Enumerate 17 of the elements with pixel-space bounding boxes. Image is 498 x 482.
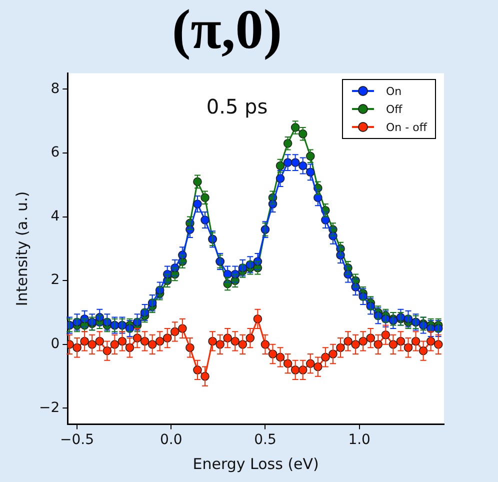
chart-title: (π,0) [172,0,282,62]
y-tick-label: −2 [38,400,60,416]
legend-label: On - off [386,120,427,134]
y-tick-label: 2 [50,272,60,288]
y-tick-label: 4 [50,208,60,224]
annotation: 0.5 ps [206,94,268,118]
x-tick-label: 1.0 [348,432,370,448]
x-tick-label: −0.5 [60,432,94,448]
x-axis-title: Energy Loss (eV) [192,454,319,473]
legend-label: On [386,84,402,98]
x-tick-label: 0.0 [160,432,182,448]
y-axis-title: Intensity (a. u.) [12,191,31,306]
legend-label: Off [386,102,402,116]
y-tick-label: 6 [50,144,60,161]
y-tick-label: 8 [50,80,60,97]
x-tick-label: 0.5 [254,432,276,448]
y-tick-label: 0 [50,336,60,352]
